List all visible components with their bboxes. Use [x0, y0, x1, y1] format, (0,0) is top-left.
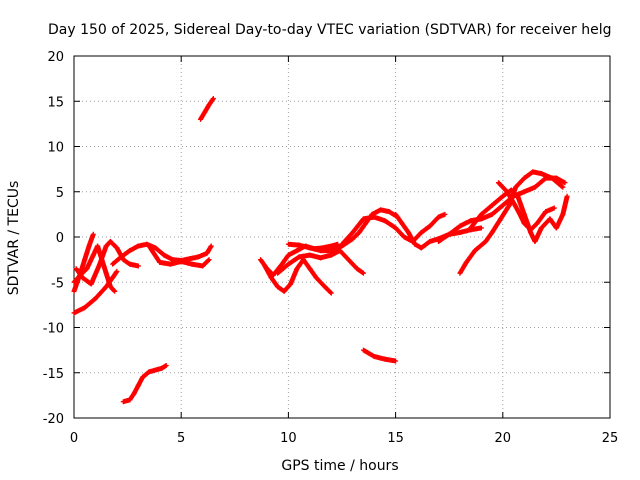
series-trace-8 — [120, 363, 169, 405]
x-axis: 0 5 10 15 20 25 — [70, 56, 618, 446]
y-axis-title: SDTVAR / TECUs — [6, 181, 22, 296]
data-point — [562, 180, 568, 186]
x-tick-label: 5 — [177, 431, 185, 446]
series-trace-6 — [146, 243, 212, 269]
y-tick-label: -10 — [43, 322, 64, 337]
data-point — [208, 243, 214, 249]
data-point — [163, 363, 169, 369]
x-tick-label: 0 — [70, 431, 78, 446]
y-tick-label: 5 — [56, 186, 64, 201]
series-trace-13 — [339, 211, 448, 247]
y-tick-label: 15 — [47, 95, 64, 110]
data-point — [114, 268, 120, 274]
series-trace-11 — [275, 248, 366, 276]
x-tick-label: 15 — [387, 431, 404, 446]
data-point — [90, 231, 96, 237]
chart-title: Day 150 of 2025, Sidereal Day-to-day VTE… — [48, 22, 611, 38]
data-point — [206, 257, 212, 263]
data-point — [135, 263, 141, 269]
data-point — [393, 358, 399, 364]
data-point — [559, 184, 565, 190]
series-trace-4 — [73, 239, 141, 287]
series-trace-10 — [262, 257, 334, 296]
data-point — [360, 270, 366, 276]
data-point — [564, 193, 570, 199]
y-axis: -20 -15 -10 -5 0 5 10 15 20 — [43, 50, 610, 427]
data-point — [327, 289, 333, 295]
data-point — [205, 257, 211, 263]
series-trace-12 — [285, 207, 401, 254]
series-trace-17 — [457, 169, 566, 276]
y-tick-label: 20 — [47, 50, 64, 65]
data-point — [551, 205, 557, 211]
data-point — [210, 96, 216, 102]
series-trace-19 — [496, 180, 557, 233]
y-tick-label: 10 — [47, 141, 64, 156]
x-tick-label: 10 — [280, 431, 297, 446]
y-tick-label: -5 — [51, 276, 64, 291]
x-axis-title: GPS time / hours — [281, 458, 398, 474]
series-trace-3 — [71, 243, 118, 294]
data-point — [112, 288, 118, 294]
y-tick-label: -15 — [43, 367, 64, 382]
y-tick-label: -20 — [43, 412, 64, 427]
grid-lines — [74, 56, 610, 418]
x-tick-label: 20 — [495, 431, 512, 446]
series-trace-7 — [197, 96, 216, 122]
data-point — [328, 290, 334, 296]
series-trace-15 — [360, 347, 399, 364]
series-trace-5 — [110, 241, 214, 267]
data-point — [478, 225, 484, 231]
data-point — [111, 288, 117, 294]
data-point — [560, 184, 566, 190]
y-tick-label: 0 — [56, 231, 64, 246]
data-markers — [71, 96, 570, 405]
data-point — [442, 211, 448, 217]
x-tick-label: 25 — [602, 431, 619, 446]
